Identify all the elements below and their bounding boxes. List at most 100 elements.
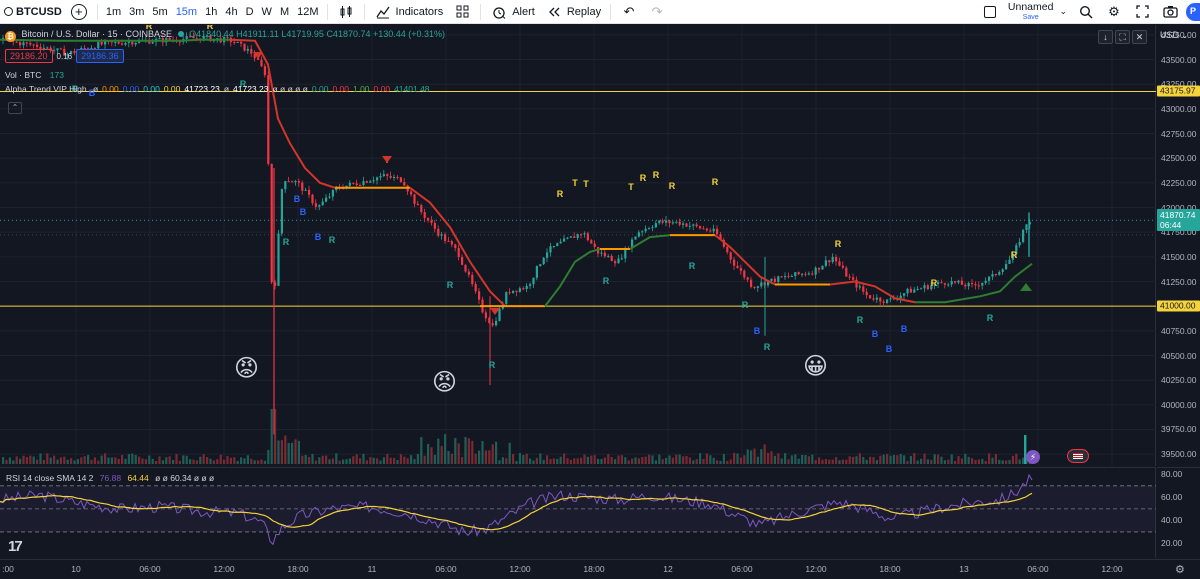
- buy-button[interactable]: 29186.36: [76, 49, 124, 63]
- tradingview-logo-icon[interactable]: 17: [8, 538, 23, 555]
- rsi-legend[interactable]: RSI 14 close SMA 14 2 76.88 64.44 ø ø 60…: [6, 473, 214, 483]
- timeframe-W[interactable]: W: [261, 5, 272, 18]
- timeframe-5m[interactable]: 5m: [152, 5, 168, 18]
- candle-body: [644, 228, 647, 232]
- fullscreen-button[interactable]: [1128, 0, 1156, 24]
- time-axis[interactable]: ⚙ :00 10 06:00 12:00 18:00 11 06:00 12:00 18:00 1…: [0, 559, 1200, 579]
- candle-body: [539, 264, 542, 267]
- alert-button[interactable]: Alert: [485, 0, 540, 24]
- timeframe-15m[interactable]: 15m: [175, 5, 198, 18]
- candle-body: [63, 49, 66, 56]
- candle-body: [760, 282, 763, 287]
- timeframe-D[interactable]: D: [245, 5, 254, 18]
- us-flag-event-icon[interactable]: [1067, 449, 1089, 463]
- timeframe-3m[interactable]: 3m: [129, 5, 145, 18]
- main-chart-pane[interactable]: RBRRRRBBBRTRRRTTRTRRRRRRBRRRBBBRRR ₿ Bit…: [0, 25, 1156, 466]
- currency-selector[interactable]: USD: [1160, 30, 1188, 40]
- replay-button[interactable]: Replay: [540, 0, 606, 24]
- time-tick-label: 18:00: [287, 564, 309, 574]
- alpha-trend-value: 41723.23: [184, 84, 220, 94]
- volume-bar: [260, 459, 263, 464]
- gear-icon: ⚙: [1108, 3, 1120, 19]
- settings-icon[interactable]: ⚙: [1175, 564, 1185, 576]
- symbol-label: BTCUSD: [16, 5, 62, 18]
- price-chart-canvas[interactable]: RBRRRRBBBRTRRRTTRTRRRRRRBRRRBBBRRR: [0, 25, 1156, 466]
- candle-body: [950, 281, 953, 285]
- price-axis[interactable]: USD 43750.00 43500.00 43250.00 43000.00 4275…: [1157, 25, 1200, 466]
- volume-bar: [651, 455, 654, 464]
- candle-body: [753, 286, 756, 288]
- sell-button[interactable]: 29186.20: [5, 49, 53, 63]
- volume-bar: [977, 459, 980, 464]
- snapshot-button[interactable]: [1156, 0, 1184, 24]
- price-tick-label: 43500.00: [1161, 54, 1197, 65]
- candle-body: [22, 42, 25, 46]
- maximize-pane-icon[interactable]: ⛶: [1115, 30, 1130, 44]
- candle-body: [195, 38, 198, 40]
- volume-bar: [933, 454, 936, 464]
- candle-body: [518, 288, 521, 292]
- symbol-search-button[interactable]: BTCUSD: [0, 0, 67, 24]
- settings-button[interactable]: ⚙: [1100, 0, 1128, 24]
- chart-type-button[interactable]: [332, 0, 360, 24]
- alpha-trend-legend[interactable]: Alpha Trend VIP High ø 0.00 0.00 0.00 0.00 41…: [5, 84, 430, 94]
- volume-bar: [104, 453, 107, 464]
- signal-label: R: [146, 25, 153, 31]
- volume-bar: [478, 450, 481, 464]
- candle-body: [586, 233, 589, 241]
- rsi-canvas[interactable]: [0, 468, 1156, 559]
- candle-body: [257, 58, 260, 60]
- signal-label: R: [857, 315, 864, 325]
- buy-signal-icon: [1020, 283, 1032, 291]
- signal-label: R: [447, 280, 454, 290]
- volume-bar: [688, 457, 691, 464]
- volume-bar: [923, 453, 926, 464]
- rsi-pane[interactable]: RSI 14 close SMA 14 2 76.88 64.44 ø ø 60…: [0, 467, 1156, 558]
- candle-body: [372, 180, 375, 182]
- timeframe-4h[interactable]: 4h: [225, 5, 238, 18]
- volume-bar: [178, 460, 181, 464]
- candle-body: [852, 277, 855, 280]
- volume-bar: [413, 459, 416, 464]
- candle-body: [192, 36, 195, 39]
- timeframe-M[interactable]: M: [279, 5, 290, 18]
- volume-bar: [263, 460, 266, 464]
- collapse-legend-button[interactable]: ⌃: [8, 102, 22, 114]
- add-symbol-icon[interactable]: +: [70, 3, 87, 20]
- templates-button[interactable]: [448, 0, 476, 24]
- candle-body: [648, 228, 651, 230]
- volume-bar: [427, 444, 430, 464]
- signal-label: R: [987, 313, 994, 323]
- move-pane-down-icon[interactable]: ↓: [1098, 30, 1113, 44]
- quick-search-button[interactable]: [1072, 0, 1100, 24]
- timeframe-1h[interactable]: 1h: [205, 5, 218, 18]
- candle-body: [699, 226, 702, 229]
- candle-body: [396, 177, 399, 179]
- candle-body: [73, 51, 76, 53]
- lightning-icon[interactable]: ⚡: [1026, 450, 1040, 464]
- candle-body: [841, 265, 844, 268]
- redo-button[interactable]: ↷: [643, 0, 671, 24]
- candle-body: [274, 282, 277, 286]
- volume-bar: [862, 456, 865, 464]
- signal-label: B: [872, 329, 879, 339]
- volume-bar: [892, 454, 895, 464]
- timeframe-12M[interactable]: 12M: [297, 5, 319, 18]
- rsi-axis[interactable]: 80.00 60.00 40.00 20.00: [1157, 467, 1200, 558]
- layout-name-button[interactable]: Unnamed Save ⌄: [979, 0, 1072, 24]
- volume-bar: [83, 456, 86, 464]
- volume-legend[interactable]: Vol · BTC 173: [5, 70, 64, 80]
- close-pane-icon[interactable]: ✕: [1132, 30, 1147, 44]
- volume-bar: [943, 460, 946, 464]
- timeframe-1m[interactable]: 1m: [105, 5, 122, 18]
- volume-bar: [964, 453, 967, 464]
- candle-body: [940, 282, 943, 284]
- signal-label: R: [72, 84, 79, 94]
- candle-body: [872, 298, 875, 300]
- indicators-button[interactable]: Indicators: [369, 0, 449, 24]
- candle-body: [998, 272, 1001, 275]
- price-tick-label: 43000.00: [1161, 103, 1197, 114]
- candle-body: [121, 43, 124, 45]
- publish-button[interactable]: P: [1186, 3, 1200, 21]
- undo-button[interactable]: ↶: [615, 0, 643, 24]
